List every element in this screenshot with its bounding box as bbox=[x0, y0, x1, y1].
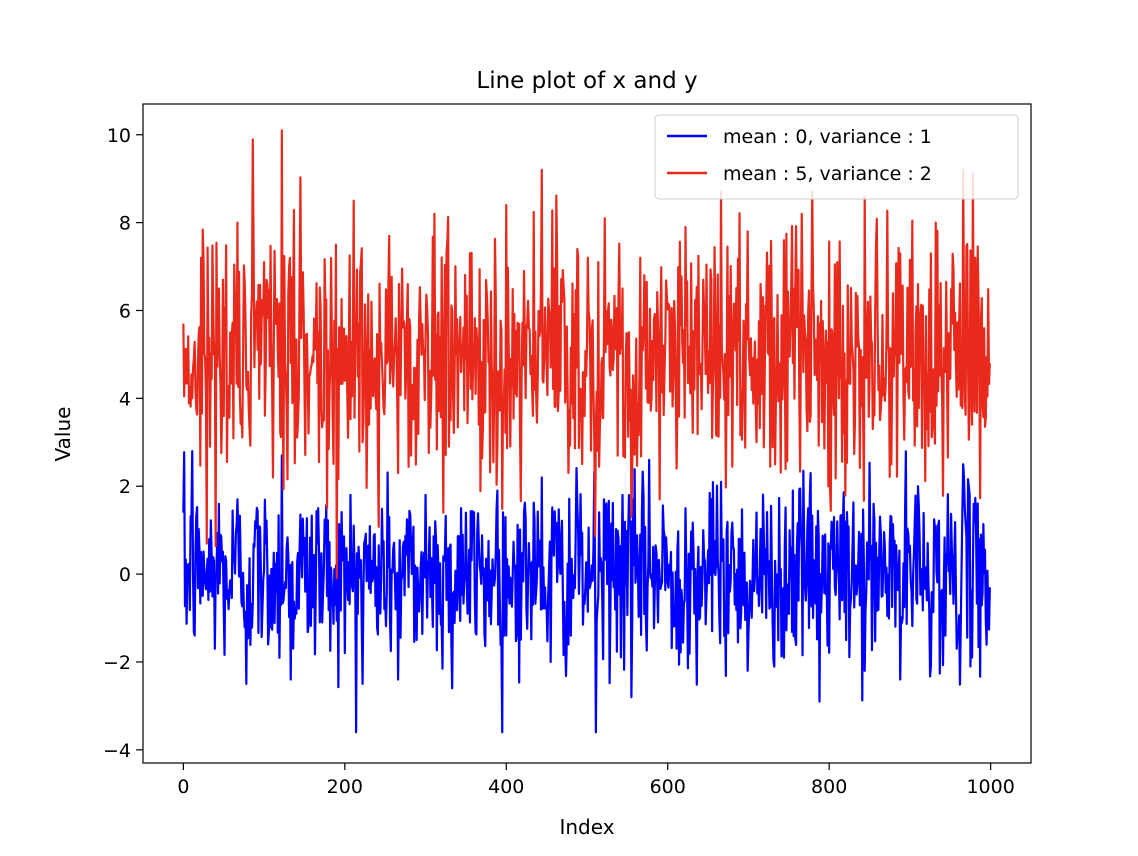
y-tick-label: 2 bbox=[119, 476, 131, 498]
x-tick-label: 400 bbox=[488, 776, 524, 798]
x-tick-label: 1000 bbox=[966, 776, 1014, 798]
x-tick-label: 0 bbox=[177, 776, 189, 798]
y-tick-label: 6 bbox=[119, 300, 131, 322]
legend: mean : 0, variance : 1 mean : 5, variance… bbox=[654, 114, 1019, 200]
y-tick-label: 0 bbox=[119, 564, 131, 586]
series-line-1 bbox=[182, 449, 991, 734]
x-tick-label: 800 bbox=[811, 776, 847, 798]
chart-title: Line plot of x and y bbox=[476, 68, 697, 94]
y-tick-label: −2 bbox=[103, 652, 131, 674]
x-axis-label: Index bbox=[559, 815, 614, 839]
axes-frame bbox=[142, 103, 1032, 764]
y-axis: −4 −2 0 2 4 6 8 10 bbox=[103, 125, 143, 762]
y-tick-label: 8 bbox=[119, 213, 131, 235]
x-tick-label: 200 bbox=[327, 776, 363, 798]
legend-label-2: mean : 5, variance : 2 bbox=[723, 163, 932, 185]
x-tick-label: 600 bbox=[650, 776, 686, 798]
legend-box bbox=[654, 114, 1019, 200]
y-tick-label: −4 bbox=[103, 740, 131, 762]
x-axis: 0 200 400 600 800 1000 bbox=[177, 763, 1015, 798]
series-line-2 bbox=[182, 129, 991, 580]
y-axis-label: Value bbox=[51, 407, 75, 462]
y-tick-label: 10 bbox=[107, 125, 131, 147]
legend-label-1: mean : 0, variance : 1 bbox=[723, 126, 932, 148]
plot-area bbox=[182, 129, 991, 734]
y-tick-label: 4 bbox=[119, 388, 131, 410]
